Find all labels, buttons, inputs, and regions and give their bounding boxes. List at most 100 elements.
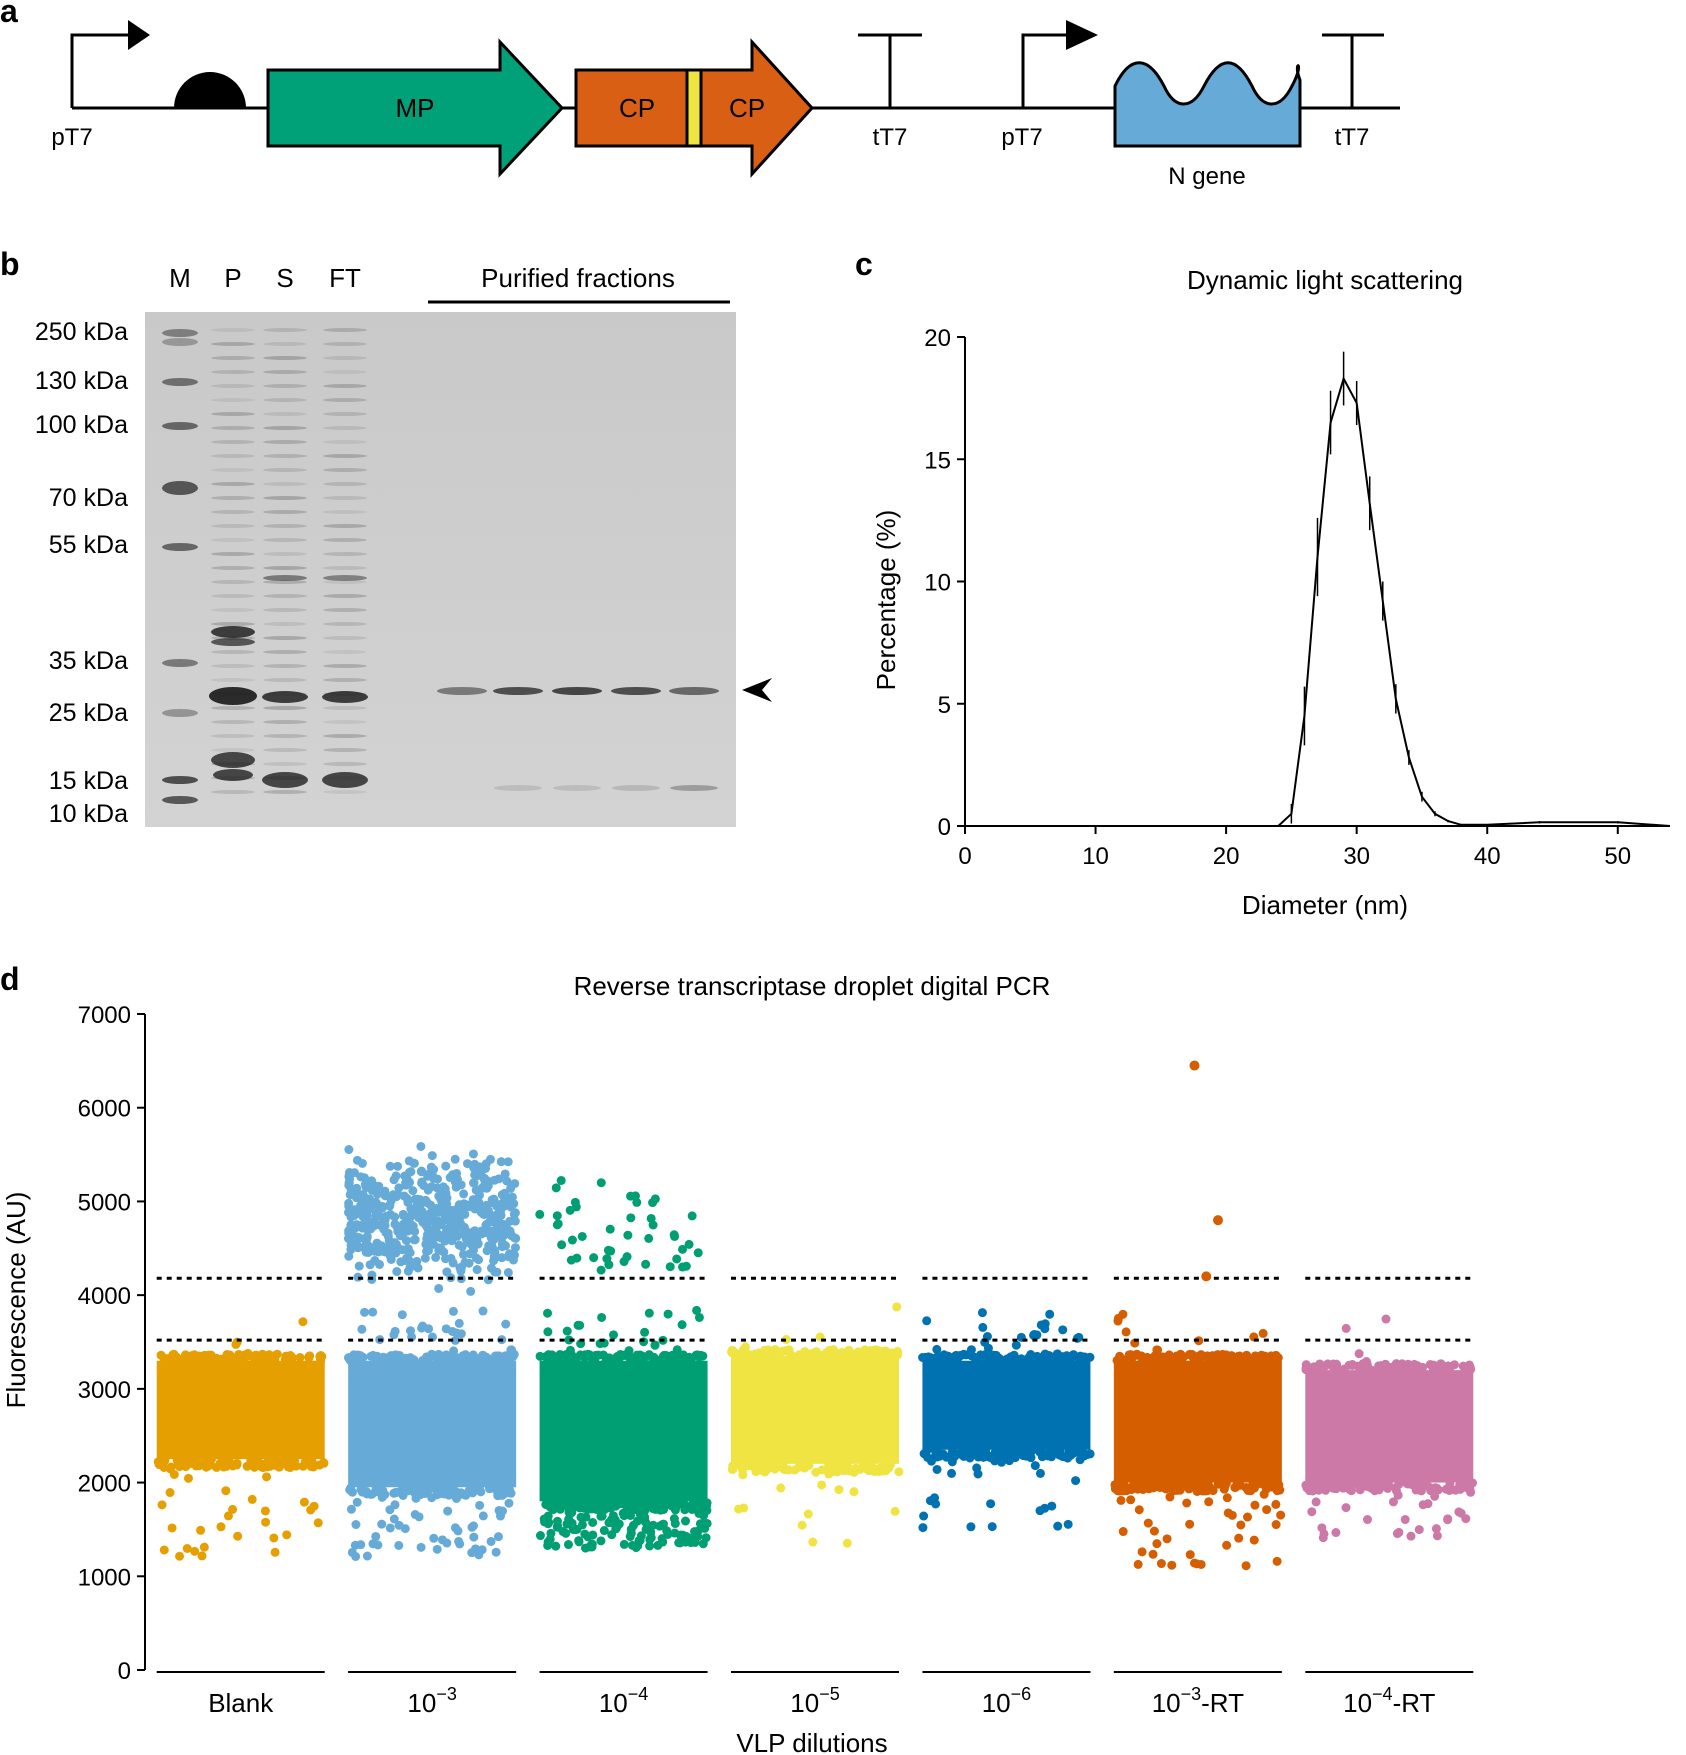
ddpcr-positive-droplet	[465, 1249, 475, 1259]
lysate-band	[323, 650, 367, 654]
ddpcr-droplet	[502, 1354, 512, 1364]
promoter-1-arrowhead-icon	[128, 20, 150, 50]
lysate-band	[211, 622, 255, 626]
lysate-band	[211, 706, 255, 710]
ddpcr-droplet	[373, 1540, 383, 1550]
ddpcr-droplet	[1152, 1539, 1162, 1549]
lysate-band	[263, 398, 307, 402]
ddpcr-droplet	[1354, 1349, 1364, 1359]
ddpcr-positive-droplet	[441, 1161, 451, 1171]
lysate-band	[323, 356, 367, 360]
ddpcr-droplet	[371, 1484, 381, 1494]
ddpcr-droplet	[1403, 1479, 1413, 1489]
ddpcr-droplet	[1227, 1351, 1237, 1361]
ddpcr-droplet	[233, 1531, 243, 1541]
ddpcr-droplet	[784, 1346, 794, 1356]
ddpcr-positive-droplet	[410, 1194, 420, 1204]
ddpcr-droplet	[1301, 1480, 1311, 1490]
ddpcr-droplet	[1234, 1533, 1244, 1543]
ddpcr-droplet	[625, 1510, 635, 1520]
lysate-band	[323, 706, 367, 710]
panel-b: b M P S FT Purified fractions 250 kDa 13…	[0, 246, 772, 828]
ddpcr-positive-droplet	[442, 1224, 452, 1234]
ddpcr-droplet	[1118, 1309, 1128, 1319]
ddpcr-droplet	[441, 1324, 451, 1334]
lysate-band	[211, 608, 255, 612]
ddpcr-droplet	[1167, 1560, 1177, 1570]
ddpcr-droplet	[273, 1455, 283, 1465]
ddpcr-droplet	[842, 1538, 852, 1548]
ddpcr-positive-droplet	[551, 1183, 561, 1193]
ddpcr-droplet	[543, 1327, 553, 1337]
ddpcr-positive-droplet	[552, 1211, 562, 1221]
purified-band	[611, 687, 661, 695]
ddpcr-droplet	[972, 1463, 982, 1473]
ddpcr-droplet	[978, 1452, 988, 1462]
ddpcr-group-label-base: 10	[982, 1688, 1011, 1718]
ddpcr-positive-droplet	[401, 1236, 411, 1246]
ddpcr-droplet	[1036, 1320, 1046, 1330]
ddpcr-droplet	[825, 1462, 835, 1472]
ddpcr-positive-droplet	[448, 1258, 458, 1268]
ddpcr-droplet	[649, 1355, 659, 1365]
ddpcr-positive-droplet	[497, 1253, 507, 1263]
ddpcr-droplet	[960, 1446, 970, 1456]
ddpcr-droplet	[389, 1514, 399, 1524]
lysate-band	[263, 706, 307, 710]
ddpcr-droplet	[767, 1348, 777, 1358]
ddpcr-droplet	[1118, 1527, 1128, 1537]
ddpcr-droplet	[1276, 1510, 1286, 1520]
ddpcr-droplet	[247, 1494, 257, 1504]
ddpcr-droplet	[1381, 1314, 1391, 1324]
ddpcr-positive-droplet	[403, 1266, 413, 1276]
ddpcr-outlier-droplet	[1201, 1271, 1212, 1282]
ddpcr-positive-droplet	[440, 1209, 450, 1219]
ddpcr-positive-droplet	[485, 1154, 495, 1164]
ddpcr-droplet	[454, 1318, 464, 1328]
gel-image	[145, 312, 736, 827]
ddpcr-ytick-label: 3000	[78, 1377, 131, 1404]
ddpcr-droplet	[360, 1307, 370, 1317]
ddpcr-droplet	[1047, 1501, 1057, 1511]
ddpcr-droplet	[496, 1511, 506, 1521]
lysate-band	[211, 412, 255, 416]
ddpcr-droplet	[273, 1461, 283, 1471]
ddpcr-droplet	[1047, 1446, 1057, 1456]
ddpcr-positive-droplet	[693, 1248, 703, 1258]
lysate-band	[263, 356, 307, 360]
ddpcr-droplet	[1432, 1531, 1442, 1541]
promoter-2-arrowhead-icon	[1066, 20, 1098, 50]
lysate-band	[211, 496, 255, 500]
ddpcr-droplet	[681, 1516, 691, 1526]
ddpcr-droplet	[411, 1493, 421, 1503]
ddpcr-droplet	[727, 1464, 737, 1474]
lysate-band	[323, 664, 367, 668]
ddpcr-positive-droplet	[365, 1217, 375, 1227]
marker-label-10: 10 kDa	[49, 800, 128, 828]
ddpcr-outlier-droplet	[1213, 1215, 1224, 1226]
ddpcr-droplet	[1129, 1350, 1139, 1360]
ddpcr-droplet	[624, 1346, 634, 1356]
ddpcr-positive-droplet	[355, 1233, 365, 1243]
ddpcr-droplet	[930, 1493, 940, 1503]
ddpcr-droplet	[1393, 1490, 1403, 1500]
panel-a-letter: a	[0, 0, 18, 29]
n-gene-box	[1113, 61, 1302, 148]
lysate-band	[323, 636, 367, 640]
ddpcr-droplet	[1341, 1323, 1351, 1333]
ddpcr-droplet	[755, 1350, 765, 1360]
ddpcr-droplet	[183, 1355, 193, 1365]
p-band-35	[211, 638, 255, 646]
marker-label-55: 55 kDa	[49, 531, 128, 559]
ddpcr-positive-droplet	[402, 1193, 412, 1203]
ddpcr-droplet	[947, 1447, 957, 1457]
ddpcr-droplet	[1221, 1479, 1231, 1489]
ddpcr-positive-droplet	[377, 1203, 387, 1213]
ddpcr-positive-droplet	[440, 1235, 450, 1245]
ddpcr-droplet	[1222, 1493, 1232, 1503]
ddpcr-droplet	[450, 1335, 460, 1345]
ddpcr-positive-droplet	[413, 1263, 423, 1273]
lysate-band	[263, 468, 307, 472]
ddpcr-droplet	[804, 1460, 814, 1470]
ddpcr-droplet	[417, 1485, 427, 1495]
